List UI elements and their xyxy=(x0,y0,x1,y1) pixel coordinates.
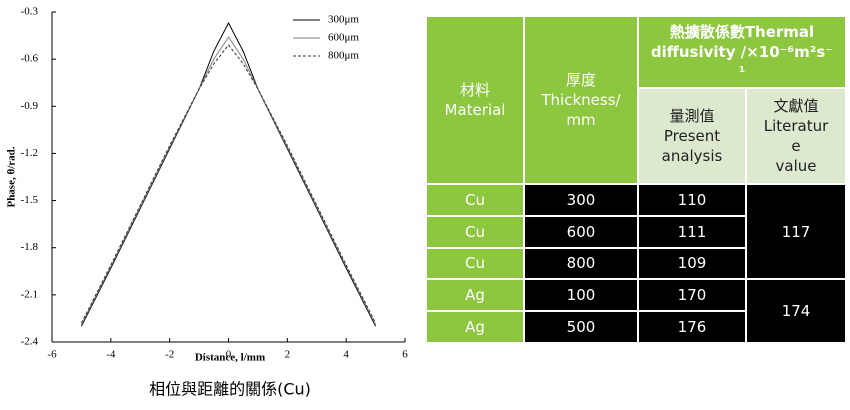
cell-text: 109 xyxy=(677,254,707,273)
cell-text: 文獻值 xyxy=(773,97,819,115)
x-tick-label: 0 xyxy=(226,349,232,361)
table-cell: 量測值 Present analysis xyxy=(637,87,747,185)
cell-text: 117 xyxy=(781,222,811,241)
table-cell: 500 xyxy=(523,310,639,344)
table-cell: 文獻值 Literatur e value xyxy=(744,87,848,185)
table-cell: Cu xyxy=(425,183,525,217)
cell-text: 170 xyxy=(677,286,707,305)
table-cell: 174 xyxy=(744,278,848,344)
table-cell: 111 xyxy=(637,214,747,249)
table-cell: Cu xyxy=(425,246,525,281)
table-cell: 170 xyxy=(637,278,747,313)
legend-label: 800μm xyxy=(328,50,359,62)
cell-text: Cu xyxy=(465,222,485,241)
cell-text: Present xyxy=(663,127,721,145)
cell-text: Ag xyxy=(465,286,485,305)
cell-text: 600 xyxy=(566,222,596,241)
cell-text: Material xyxy=(444,101,506,119)
cell-text: Literatur xyxy=(763,117,829,135)
cell-text: 110 xyxy=(677,190,707,209)
cell-text: 800 xyxy=(566,254,596,273)
table-cell: 厚度 Thickness/mm xyxy=(523,15,639,185)
table-cell: Cu xyxy=(425,214,525,249)
table-cell: 熱擴散係數Thermal diffusivity /×10⁻⁶m²s⁻ ¹ xyxy=(636,15,848,89)
data-line xyxy=(80,36,377,325)
y-tick-label: -1.5 xyxy=(21,194,39,206)
x-tick-label: 4 xyxy=(343,349,349,361)
cell-text: 材料 xyxy=(459,81,490,99)
cell-text: 174 xyxy=(781,302,811,321)
cell-text: 100 xyxy=(566,286,596,305)
cell-text: Thickness/ xyxy=(541,91,621,109)
cell-text: e xyxy=(791,137,801,155)
y-axis-label: Phase, θ/rad. xyxy=(6,146,18,207)
cell-text: analysis xyxy=(661,147,723,165)
legend-label: 600μm xyxy=(328,32,359,44)
y-tick-label: -2.4 xyxy=(21,336,39,348)
x-axis-label: Distance, l/mm xyxy=(195,352,265,364)
y-tick-label: -0.6 xyxy=(21,53,39,65)
cell-text: Ag xyxy=(465,318,485,337)
table-cell: 300 xyxy=(523,183,639,217)
data-line xyxy=(80,44,377,324)
cell-text: 厚度 xyxy=(565,71,596,89)
table-cell: 600 xyxy=(523,214,639,249)
x-tick-label: -6 xyxy=(47,349,57,361)
caption: 相位與距離的關係(Cu) xyxy=(149,380,311,399)
table-cell: 材料 Material xyxy=(425,15,525,185)
table-cell: Ag xyxy=(425,310,525,344)
cell-text: Cu xyxy=(465,254,485,273)
data-table: 材料 Material 厚度 Thickness/mm 熱擴散係數Thermal diff… xyxy=(425,15,848,344)
x-tick-label: 2 xyxy=(285,349,291,361)
y-tick-label: -1.8 xyxy=(21,241,39,253)
cell-text: Cu xyxy=(465,190,485,209)
cell-text: 熱擴散係數Thermal xyxy=(669,23,815,41)
x-tick-label: -2 xyxy=(165,349,174,361)
y-tick-label: -2.1 xyxy=(21,288,38,300)
cell-text: 300 xyxy=(566,190,596,209)
table-cell: 800 xyxy=(523,246,639,281)
cell-text: 量測值 xyxy=(669,107,715,125)
cell-text: mm xyxy=(566,111,596,129)
x-tick-label: -4 xyxy=(106,349,116,361)
cell-text: 111 xyxy=(677,222,707,241)
cell-text: ¹ xyxy=(738,63,746,81)
table-cell: 176 xyxy=(637,310,747,344)
cell-text: diffusivity /×10⁻⁶m²s⁻ xyxy=(650,43,834,61)
x-tick-label: 6 xyxy=(402,349,408,361)
table-cell: 100 xyxy=(523,278,639,313)
table-cell: 110 xyxy=(637,183,747,217)
y-tick-label: -0.9 xyxy=(21,100,39,112)
table-cell: 117 xyxy=(744,182,848,281)
y-tick-label: -0.3 xyxy=(21,6,39,18)
table-cell: Ag xyxy=(425,278,525,313)
cell-text: value xyxy=(775,157,817,175)
data-line xyxy=(80,21,377,327)
cell-text: 176 xyxy=(677,318,707,337)
y-tick-label: -1.2 xyxy=(21,147,38,159)
cell-text: 500 xyxy=(566,318,596,337)
table-cell: 109 xyxy=(637,246,747,281)
chart: Phase, θ/rad. Distance, l/mm 相位與距離的關係(Cu… xyxy=(6,6,409,399)
legend-label: 300μm xyxy=(328,14,359,26)
